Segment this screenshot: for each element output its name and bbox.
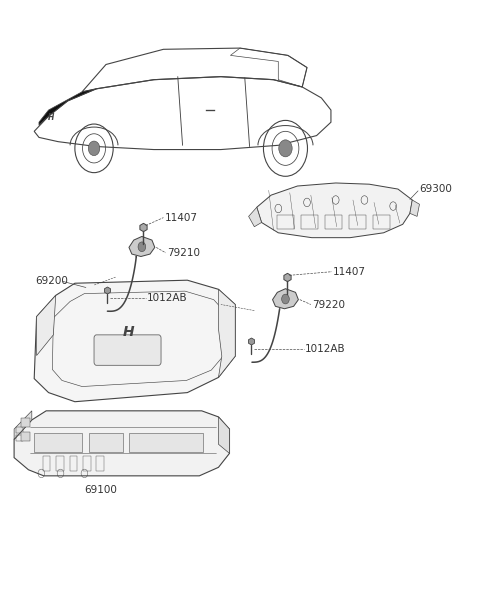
Text: 69300: 69300 (420, 184, 452, 194)
Polygon shape (273, 289, 299, 309)
Bar (21, 432, 30, 441)
Circle shape (88, 141, 100, 156)
Bar (83, 456, 91, 471)
Text: 1012AB: 1012AB (147, 293, 187, 303)
Text: 11407: 11407 (333, 267, 366, 276)
Polygon shape (36, 295, 56, 356)
Bar (89, 434, 123, 451)
Bar (16, 435, 23, 441)
Bar (34, 434, 82, 451)
Polygon shape (218, 417, 229, 453)
Text: 69200: 69200 (36, 276, 69, 286)
Text: 69100: 69100 (84, 485, 117, 495)
Bar (301, 215, 318, 228)
Bar (277, 215, 294, 228)
Bar (16, 428, 23, 434)
Text: 79210: 79210 (167, 248, 200, 258)
Polygon shape (129, 236, 155, 256)
Polygon shape (218, 289, 235, 378)
Text: H: H (48, 113, 54, 122)
Bar (43, 456, 50, 471)
Bar (70, 456, 77, 471)
Text: H: H (123, 325, 135, 339)
Bar (373, 215, 390, 228)
FancyBboxPatch shape (94, 335, 161, 365)
Circle shape (279, 140, 292, 157)
Circle shape (138, 242, 146, 252)
Text: 79220: 79220 (312, 300, 345, 310)
Polygon shape (14, 411, 229, 476)
Text: 11407: 11407 (164, 213, 197, 223)
Circle shape (282, 294, 289, 304)
Polygon shape (39, 89, 96, 125)
Text: 1012AB: 1012AB (305, 344, 346, 354)
Polygon shape (257, 183, 412, 238)
Bar (96, 456, 104, 471)
Bar (21, 418, 30, 428)
Bar (129, 434, 203, 451)
Polygon shape (34, 280, 235, 402)
Polygon shape (14, 411, 32, 439)
Polygon shape (410, 200, 420, 216)
Bar (349, 215, 366, 228)
Bar (325, 215, 342, 228)
Polygon shape (249, 207, 262, 227)
Bar (56, 456, 64, 471)
